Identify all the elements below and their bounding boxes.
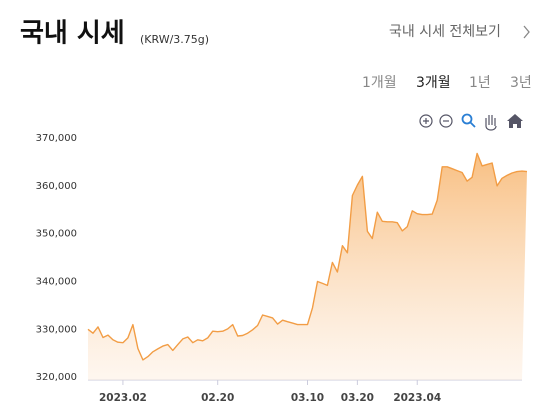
x-tick-label: 2023.02 — [99, 392, 147, 404]
period-tab[interactable]: 3개월 — [416, 75, 451, 91]
title: 국내 시세 — [20, 19, 125, 49]
y-tick-label: 350,000 — [36, 229, 77, 240]
all-prices-link[interactable]: 국내 시세 전체보기 — [389, 24, 501, 40]
period-tab[interactable]: 1년 — [469, 75, 491, 91]
period-tab[interactable]: 1개월 — [362, 75, 397, 91]
x-tick-label: 03.10 — [291, 392, 324, 404]
x-tick-label: 03.20 — [341, 392, 374, 404]
y-tick-label: 360,000 — [36, 181, 77, 192]
zoom-in-button[interactable] — [419, 114, 433, 128]
unit: (KRW/3.75g) — [140, 33, 209, 46]
period-tab[interactable]: 3년 — [510, 75, 532, 91]
reset-button[interactable] — [507, 114, 523, 128]
zoom-select-button[interactable] — [461, 113, 476, 128]
area-fill — [88, 153, 527, 380]
toolbar — [419, 113, 523, 131]
pan-button[interactable] — [485, 115, 497, 131]
y-tick-label: 370,000 — [36, 133, 77, 144]
period-tabs: 1개월 3개월 1년 3년 — [362, 75, 532, 91]
y-tick-label: 320,000 — [36, 372, 77, 383]
y-tick-label: 340,000 — [36, 277, 77, 288]
x-tick-label: 2023.04 — [393, 392, 441, 404]
y-tick-label: 330,000 — [36, 324, 77, 335]
zoom-out-button[interactable] — [439, 114, 453, 128]
x-tick-label: 02.20 — [201, 392, 234, 404]
chevron-icon[interactable] — [523, 25, 530, 39]
price-line — [87, 152, 528, 361]
